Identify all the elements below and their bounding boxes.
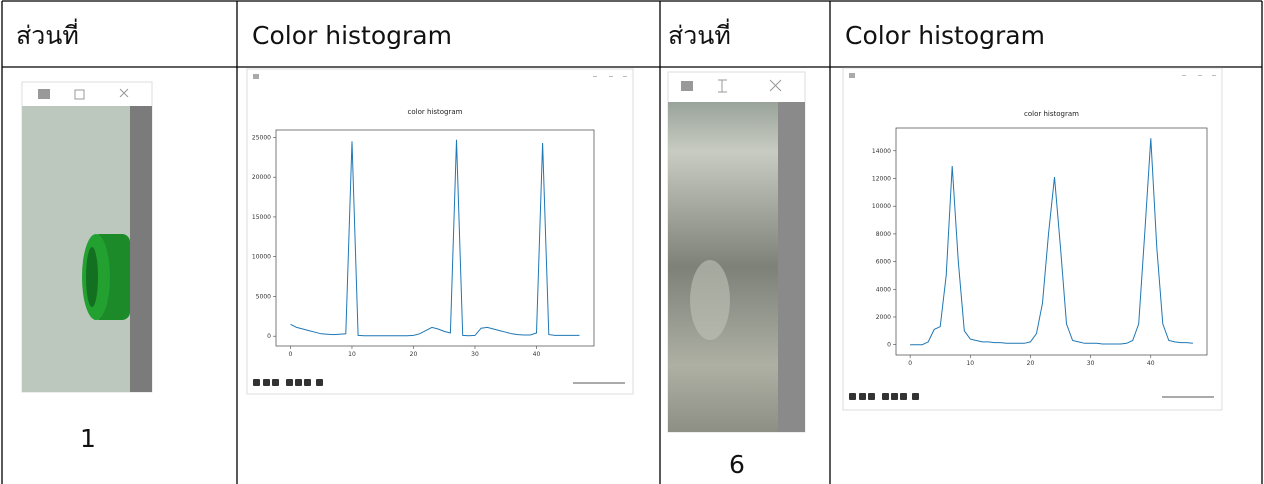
toolbar-button bbox=[272, 379, 279, 386]
x-tick-label: 30 bbox=[471, 351, 479, 358]
x-tick-label: 20 bbox=[410, 351, 418, 358]
photo-window bbox=[667, 71, 806, 433]
status-text bbox=[573, 382, 625, 384]
toolbar-button bbox=[891, 393, 898, 400]
toolbar-button bbox=[912, 393, 919, 400]
window-button bbox=[609, 76, 613, 77]
x-tick-label: 0 bbox=[289, 351, 293, 358]
photo-window bbox=[21, 81, 153, 393]
toolbar-button bbox=[286, 379, 293, 386]
y-tick-label: 15000 bbox=[252, 214, 271, 221]
y-tick-label: 25000 bbox=[252, 134, 271, 141]
y-tick-label: 6000 bbox=[876, 259, 891, 266]
y-tick-label: 4000 bbox=[876, 286, 891, 293]
x-tick-label: 0 bbox=[908, 360, 912, 367]
toolbar-button bbox=[263, 379, 270, 386]
axes-frame bbox=[895, 127, 1208, 356]
window-button bbox=[593, 76, 597, 77]
header-cell: Color histogram bbox=[252, 21, 452, 50]
part-number: 6 bbox=[729, 450, 745, 479]
toolbar-button bbox=[295, 379, 302, 386]
plot-window bbox=[246, 68, 634, 395]
y-tick-label: 12000 bbox=[872, 175, 891, 182]
x-tick-label: 40 bbox=[533, 351, 541, 358]
toolbar-button bbox=[253, 379, 260, 386]
axes-frame bbox=[275, 129, 595, 347]
chart-title: color histogram bbox=[408, 108, 463, 116]
y-tick-label: 10000 bbox=[252, 254, 271, 261]
header-cell: ส่วนที่ bbox=[668, 18, 731, 50]
y-tick-label: 20000 bbox=[252, 174, 271, 181]
window-button bbox=[623, 76, 627, 77]
chart-title: color histogram bbox=[1024, 110, 1079, 118]
y-tick-label: 0 bbox=[887, 342, 891, 349]
toolbar-button bbox=[882, 393, 889, 400]
y-tick-label: 2000 bbox=[876, 314, 891, 321]
part-number: 1 bbox=[80, 424, 96, 453]
histogram-line bbox=[910, 138, 1193, 346]
plot-window bbox=[842, 67, 1223, 411]
toolbar-button bbox=[304, 379, 311, 386]
y-tick-label: 0 bbox=[267, 333, 271, 340]
x-tick-label: 20 bbox=[1027, 360, 1035, 367]
histogram-line bbox=[290, 139, 580, 337]
window-button bbox=[1182, 75, 1186, 76]
x-tick-label: 40 bbox=[1147, 360, 1155, 367]
toolbar-button bbox=[859, 393, 866, 400]
toolbar-button bbox=[316, 379, 323, 386]
y-tick-label: 14000 bbox=[872, 148, 891, 155]
toolbar-button bbox=[849, 393, 856, 400]
y-tick-label: 8000 bbox=[876, 231, 891, 238]
y-tick-label: 5000 bbox=[256, 293, 271, 300]
y-tick-label: 10000 bbox=[872, 203, 891, 210]
header-cell: Color histogram bbox=[845, 21, 1045, 50]
window-icon bbox=[253, 74, 259, 79]
window-button bbox=[1198, 75, 1202, 76]
x-tick-label: 10 bbox=[966, 360, 974, 367]
x-tick-label: 10 bbox=[348, 351, 356, 358]
x-tick-label: 30 bbox=[1087, 360, 1095, 367]
window-button bbox=[1212, 75, 1216, 76]
toolbar-button bbox=[900, 393, 907, 400]
status-text bbox=[1162, 396, 1214, 398]
window-icon bbox=[849, 73, 855, 78]
header-cell: ส่วนที่ bbox=[16, 18, 79, 50]
toolbar-button bbox=[868, 393, 875, 400]
